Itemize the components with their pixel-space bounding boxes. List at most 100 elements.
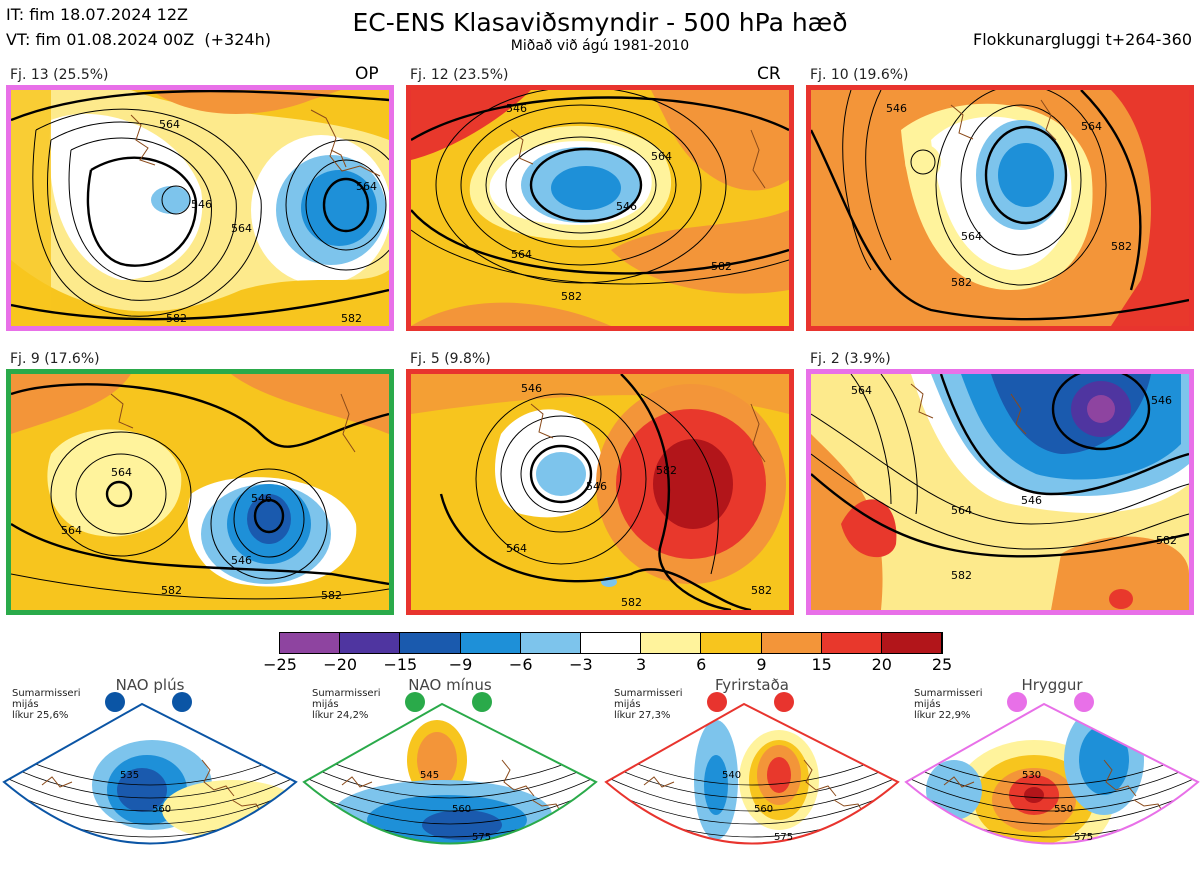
regime-contour-label: 540 xyxy=(722,770,741,781)
coastline-icon xyxy=(110,393,356,453)
regime-contour-label: 545 xyxy=(420,770,439,781)
contour-label: 582 xyxy=(321,589,342,602)
regime-note-line: líkur 27,3% xyxy=(614,710,671,721)
contour-label: 546 xyxy=(616,200,637,213)
cluster-map: 546 546 564 582 582 582 xyxy=(411,374,789,610)
colorbar-tick-label: 25 xyxy=(931,655,953,674)
regime-note: Sumarmisseri mijás líkur 24,2% xyxy=(312,688,380,721)
contour-label: 582 xyxy=(711,260,732,273)
panel-label: Fj. 5 (9.8%) xyxy=(410,351,491,367)
coastline-icon xyxy=(950,99,1057,141)
contour-label: 564 xyxy=(506,542,527,555)
cluster-map-panel[interactable]: 546 546 564 582 582 582 xyxy=(406,369,794,615)
init-time: IT: fim 18.07.2024 12Z xyxy=(6,5,188,24)
colorbar-segment xyxy=(460,633,521,653)
colorbar-tick-label: −9 xyxy=(448,655,473,674)
contour-label: 564 xyxy=(1081,120,1102,133)
regime-note-line: mijás xyxy=(12,699,39,710)
colorbar xyxy=(279,632,943,654)
cluster-map-panel[interactable]: 564 546 564 564 582 582 xyxy=(6,85,394,331)
panel-label: Fj. 10 (19.6%) xyxy=(810,67,909,83)
colorbar-tick-label: 9 xyxy=(756,655,767,674)
cluster-map-panel[interactable]: 564 546 546 564 582 582 xyxy=(6,369,394,615)
colorbar-segment xyxy=(761,633,822,653)
regime-contour-label: 575 xyxy=(1074,832,1093,843)
regime-note-line: mijás xyxy=(312,699,339,710)
contour-label: 546 xyxy=(1151,394,1172,407)
colorbar-tick-label: −6 xyxy=(508,655,533,674)
regime-note: Sumarmisseri mijás líkur 22,9% xyxy=(914,688,982,721)
colorbar-segment xyxy=(881,633,943,653)
cluster-map-panel[interactable]: 546 564 564 546 582 582 xyxy=(406,85,794,331)
cluster-map-panel[interactable]: 564 546 582 582 564 xyxy=(806,85,1194,331)
page-title: EC-ENS Klasaviðsmyndir - 500 hPa hæð xyxy=(352,8,848,37)
colorbar-tick-label: 20 xyxy=(871,655,892,674)
regime-panel[interactable]: Fyrirstaða Sumarmisseri mijás líkur 27,3% 54… xyxy=(604,676,900,871)
cluster-map: 546 564 564 546 582 582 xyxy=(411,90,789,326)
contour-label: 564 xyxy=(111,466,132,479)
regime-border xyxy=(2,702,298,845)
colorbar-tick-label: 6 xyxy=(696,655,707,674)
regime-contour-label: 575 xyxy=(774,832,793,843)
regime-contour-label: 560 xyxy=(754,804,773,815)
regime-dot-icon xyxy=(1007,692,1027,712)
contour-label: 582 xyxy=(1111,240,1132,253)
regime-note-line: Sumarmisseri xyxy=(614,688,683,699)
colorbar-segment xyxy=(400,633,461,653)
regime-panel[interactable]: NAO plús Sumarmisseri mijás líkur 25,6% 535 5… xyxy=(2,676,298,871)
regime-note-line: Sumarmisseri xyxy=(312,688,381,699)
cluster-map: 564 546 546 564 582 582 xyxy=(11,374,389,610)
regime-name: NAO plús xyxy=(115,676,185,694)
regime-dot-icon xyxy=(405,692,425,712)
colorbar-tick-label: −20 xyxy=(323,655,358,674)
regime-name: Hryggur xyxy=(1021,676,1083,694)
contour-label: 582 xyxy=(561,290,582,303)
regime-map: 540 560 575 xyxy=(604,702,900,845)
contour-label: 564 xyxy=(951,504,972,517)
contour-label: 564 xyxy=(851,384,872,397)
regime-panel[interactable]: Hryggur Sumarmisseri mijás líkur 22,9% 530 55… xyxy=(904,676,1200,871)
regime-panel[interactable]: NAO mínus Sumarmisseri mijás líkur 24,2% 545… xyxy=(302,676,598,871)
cluster-map: 564 546 564 582 546 582 xyxy=(811,374,1189,610)
coastline-icon xyxy=(130,109,381,177)
panel-tag: CR xyxy=(757,64,781,84)
contour-label: 582 xyxy=(341,312,362,325)
regime-border xyxy=(904,702,1200,845)
regime-note-line: Sumarmisseri xyxy=(12,688,81,699)
contour-label: 564 xyxy=(159,118,180,131)
coastline-icon xyxy=(510,129,766,189)
contour-label: 546 xyxy=(586,480,607,493)
cluster-map: 564 546 564 564 582 582 xyxy=(11,90,389,326)
regime-contour-label: 530 xyxy=(1022,770,1041,781)
regime-map: 545 560 575 xyxy=(302,702,598,845)
contour-label: 582 xyxy=(161,584,182,597)
contour-label: 546 xyxy=(231,554,252,567)
regime-contour-label: 560 xyxy=(152,804,171,815)
regime-name: NAO mínus xyxy=(408,676,492,694)
regime-border xyxy=(302,702,598,845)
colorbar-segment xyxy=(520,633,581,653)
valid-time: VT: fim 01.08.2024 00Z (+324h) xyxy=(6,30,271,49)
cluster-map-panel[interactable]: 564 546 564 582 546 582 xyxy=(806,369,1194,615)
regime-dot-icon xyxy=(172,692,192,712)
coastline-icon xyxy=(910,383,1027,435)
cluster-map: 564 546 582 582 564 xyxy=(811,90,1189,326)
regime-name: Fyrirstaða xyxy=(715,676,789,694)
contour-label: 582 xyxy=(621,596,642,609)
contour-label: 564 xyxy=(511,248,532,261)
contour-label: 564 xyxy=(651,150,672,163)
panel-label: Fj. 2 (3.9%) xyxy=(810,351,891,367)
contour-label: 546 xyxy=(886,102,907,115)
regime-dot-icon xyxy=(105,692,125,712)
colorbar-segment xyxy=(280,633,341,653)
page-subtitle: Miðað við ágú 1981-2010 xyxy=(510,38,690,54)
contour-label: 546 xyxy=(506,102,527,115)
contour-label: 564 xyxy=(356,180,377,193)
regime-note-line: Sumarmisseri xyxy=(914,688,983,699)
colorbar-segment xyxy=(340,633,401,653)
regime-map: 535 560 xyxy=(2,702,298,845)
regime-dot-icon xyxy=(707,692,727,712)
regime-contour-label: 575 xyxy=(472,832,491,843)
colorbar-tick-label: −3 xyxy=(569,655,593,674)
contour-label: 546 xyxy=(521,382,542,395)
